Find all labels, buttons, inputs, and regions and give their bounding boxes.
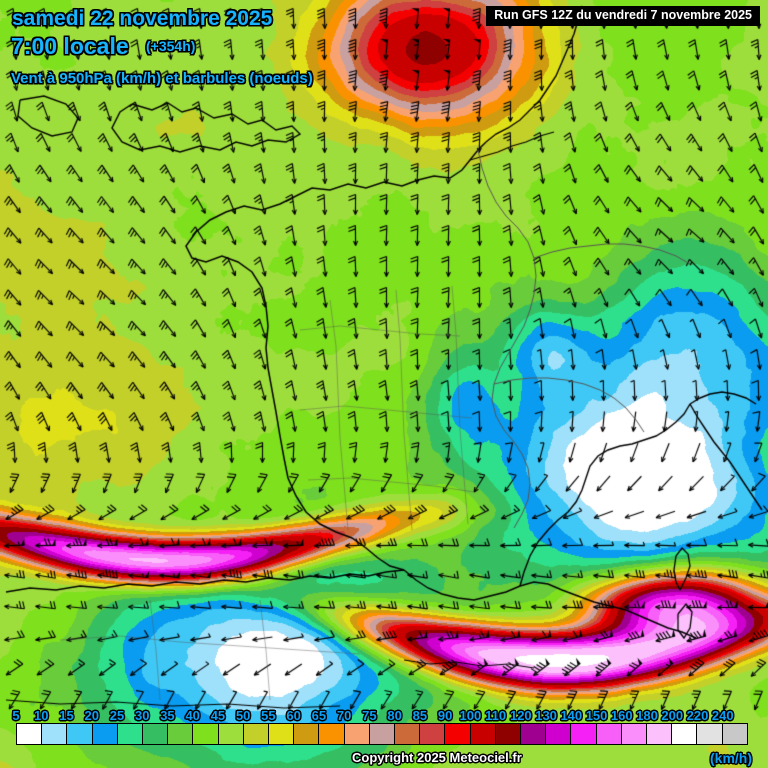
legend-tick: 150 xyxy=(585,708,608,723)
legend-tick: 130 xyxy=(535,708,557,723)
forecast-offset-label: (+354h) xyxy=(146,38,196,54)
legend-swatch xyxy=(621,724,648,744)
legend-swatch xyxy=(521,724,547,744)
legend-color-bar xyxy=(16,723,748,745)
legend-tick: 85 xyxy=(412,708,428,723)
legend-swatch xyxy=(445,724,471,744)
legend-tick: 220 xyxy=(686,708,709,723)
forecast-date-label: samedi 22 novembre 2025 xyxy=(12,7,273,30)
legend-swatch xyxy=(420,724,446,744)
legend-tick: 35 xyxy=(160,708,175,723)
legend-swatch xyxy=(42,724,68,744)
legend-tick: 30 xyxy=(134,708,150,723)
legend-tick: 70 xyxy=(336,708,352,723)
legend-tick: 240 xyxy=(711,708,734,723)
legend-tick: 100 xyxy=(459,708,482,723)
legend-swatch xyxy=(319,724,345,744)
legend-swatch xyxy=(697,724,723,744)
legend-swatch xyxy=(369,724,396,744)
legend-swatch xyxy=(294,724,320,744)
legend-swatch xyxy=(495,724,522,744)
legend-tick: 50 xyxy=(235,708,251,723)
legend-tick: 15 xyxy=(59,708,74,723)
legend-swatch xyxy=(395,724,421,744)
legend-swatch xyxy=(168,724,194,744)
legend-swatch xyxy=(269,724,295,744)
legend-swatch xyxy=(67,724,93,744)
legend-tick: 90 xyxy=(437,708,453,723)
legend-swatch xyxy=(344,724,370,744)
forecast-time-label: 7:00 locale xyxy=(11,33,129,59)
legend-swatch xyxy=(117,724,144,744)
legend-tick: 160 xyxy=(610,708,633,723)
legend-tick: 80 xyxy=(387,708,402,723)
legend-swatch xyxy=(722,724,747,744)
legend-tick: 75 xyxy=(362,708,377,723)
legend-tick: 45 xyxy=(210,708,226,723)
legend-swatch xyxy=(243,724,270,744)
color-scale-legend: 5 10 15 20 25 30 35 40 45 50 55 60 65 70 75 80 85 90 100 11… xyxy=(12,707,752,766)
legend-swatch xyxy=(193,724,219,744)
legend-swatch xyxy=(571,724,597,744)
legend-tick: 200 xyxy=(661,708,684,723)
forecast-parameter-label: Vent à 950hPa (km/h) et barbules (noeuds… xyxy=(11,70,313,87)
legend-swatch xyxy=(672,724,698,744)
legend-tick: 60 xyxy=(286,708,301,723)
legend-tick: 25 xyxy=(109,708,125,723)
legend-tick-labels: 5 10 15 20 25 30 35 40 45 50 55 60 65 70 75 80 85 90 100 11… xyxy=(12,707,748,723)
legend-tick: 180 xyxy=(636,708,658,723)
legend-swatch xyxy=(143,724,169,744)
legend-tick: 120 xyxy=(509,708,532,723)
legend-swatch xyxy=(596,724,622,744)
model-run-badge: Run GFS 12Z du vendredi 7 novembre 2025 xyxy=(486,6,760,27)
legend-swatch xyxy=(218,724,244,744)
legend-tick: 10 xyxy=(34,708,49,723)
legend-swatch xyxy=(647,724,673,744)
copyright-label: Copyright 2025 Meteociel.fr xyxy=(352,750,522,765)
legend-tick: 140 xyxy=(560,708,583,723)
legend-tick: 110 xyxy=(485,708,507,723)
legend-swatch xyxy=(470,724,496,744)
legend-swatch xyxy=(17,724,43,744)
legend-swatch xyxy=(546,724,572,744)
legend-swatch xyxy=(92,724,118,744)
legend-tick: 40 xyxy=(185,708,200,723)
legend-tick: 65 xyxy=(311,708,327,723)
legend-unit-label: (km/h) xyxy=(710,750,752,766)
legend-tick: 55 xyxy=(261,708,276,723)
legend-tick: 5 xyxy=(12,708,20,723)
legend-tick: 20 xyxy=(84,708,99,723)
